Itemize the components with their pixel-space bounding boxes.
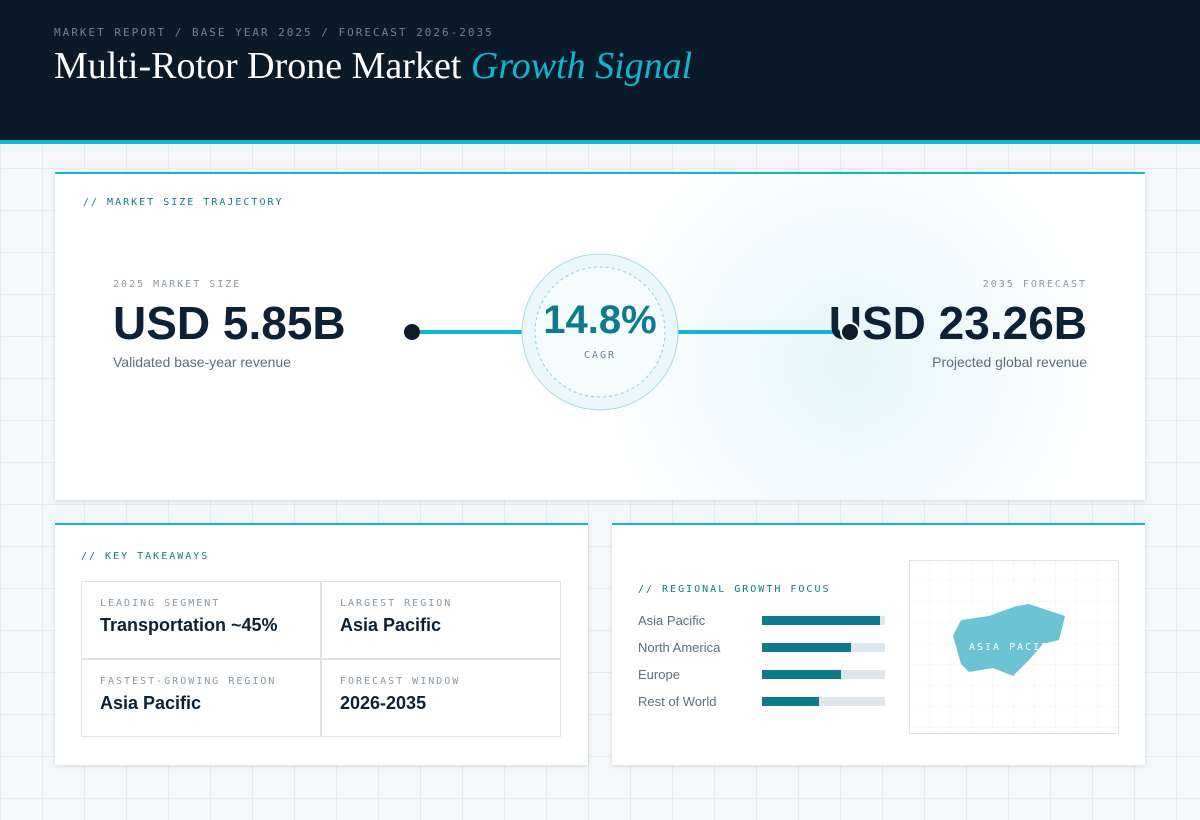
end-value: USD 23.26B — [828, 297, 1087, 349]
map-label: ASIA PACIFIC — [969, 642, 1065, 653]
end-label: 2035 FORECAST — [982, 279, 1087, 290]
bar-track — [762, 697, 885, 706]
bar-track — [762, 616, 885, 625]
region-name: Asia Pacific — [638, 613, 706, 628]
bar — [762, 670, 841, 679]
start-value: USD 5.85B — [113, 297, 346, 349]
start-dot — [404, 324, 420, 340]
cagr-value: 14.8% — [543, 298, 657, 342]
takeaway-value: Asia Pacific — [100, 693, 202, 713]
takeaway-label: FORECAST WINDOW — [340, 676, 461, 687]
takeaway-label: FASTEST-GROWING REGION — [100, 676, 277, 687]
bar-track — [762, 643, 885, 652]
title-accent: Growth Signal — [470, 45, 693, 87]
bar — [762, 697, 819, 706]
region-name: North America — [638, 640, 721, 655]
asia-pacific-shape — [953, 604, 1065, 676]
title-main: Multi-Rotor Drone Market — [54, 45, 462, 87]
section-label: // KEY TAKEAWAYS — [81, 551, 210, 562]
takeaway-value: Asia Pacific — [340, 615, 442, 635]
bar — [762, 643, 851, 652]
header: MARKET REPORT / BASE YEAR 2025 / FORECAS… — [0, 0, 1200, 144]
bar — [762, 616, 881, 625]
takeaway-cell: FASTEST-GROWING REGION Asia Pacific — [81, 659, 321, 737]
cagr-label: CAGR — [583, 350, 617, 361]
takeaway-value: Transportation ~45% — [100, 615, 278, 635]
takeaway-cell: LEADING SEGMENT Transportation ~45% — [81, 581, 321, 659]
end-caption: Projected global revenue — [932, 354, 1087, 370]
eyebrow: MARKET REPORT / BASE YEAR 2025 / FORECAS… — [54, 26, 494, 39]
regional-card: // REGIONAL GROWTH FOCUS Asia Pacific Nor… — [612, 523, 1145, 765]
connector — [404, 253, 850, 411]
start-caption: Validated base-year revenue — [113, 354, 291, 370]
title: Multi-Rotor Drone Market Growth Signal — [54, 44, 692, 88]
takeaway-value: 2026-2035 — [340, 693, 427, 713]
end-dot — [840, 322, 860, 342]
takeaway-cell: LARGEST REGION Asia Pacific — [321, 581, 561, 659]
takeaway-label: LEADING SEGMENT — [100, 598, 221, 609]
bar-track — [762, 670, 885, 679]
trajectory-card: // MARKET SIZE TRAJECTORY 2025 MARKET SI… — [55, 172, 1145, 500]
start-label: 2025 MARKET SIZE — [113, 279, 242, 290]
takeaways-card: // KEY TAKEAWAYS LEADING SEGMENT Transpor… — [55, 523, 588, 765]
region-name: Europe — [638, 667, 680, 682]
section-label: // MARKET SIZE TRAJECTORY — [83, 197, 284, 208]
region-name: Rest of World — [638, 694, 717, 709]
takeaway-label: LARGEST REGION — [340, 598, 453, 609]
cagr-inner — [534, 266, 666, 398]
region-map: ASIA PACIFIC — [909, 560, 1119, 734]
section-label: // REGIONAL GROWTH FOCUS — [638, 584, 831, 595]
takeaway-cell: FORECAST WINDOW 2026-2035 — [321, 659, 561, 737]
